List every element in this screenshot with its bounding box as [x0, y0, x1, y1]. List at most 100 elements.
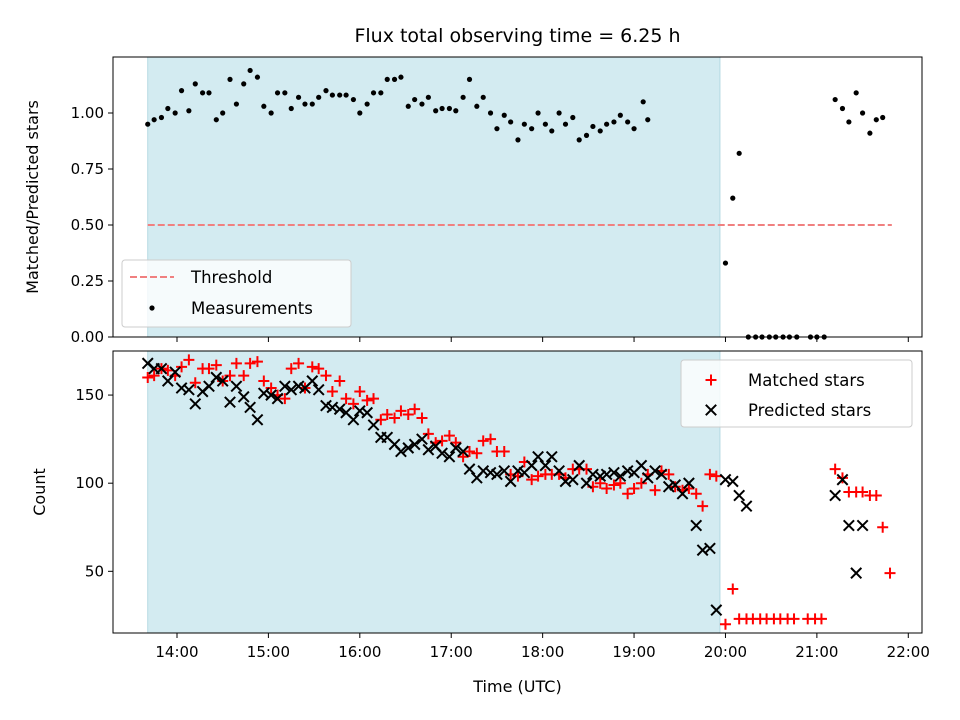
predicted-star-point [306, 375, 319, 387]
matched-star-point [697, 500, 709, 512]
predicted-star-point [553, 464, 566, 477]
matched-star-point [601, 482, 613, 494]
predicted-star-point [436, 447, 448, 460]
predicted-star-point [271, 392, 284, 405]
legend-predicted-label: Predicted stars [748, 401, 871, 420]
predicted-star-point [155, 362, 168, 375]
matched-star-point [450, 437, 462, 449]
counts-y-axis-label: Count [30, 468, 49, 516]
matched-star-point [354, 386, 366, 398]
matched-star-point [443, 430, 455, 442]
legend-plus-marker [705, 374, 717, 386]
predicted-star-point [367, 419, 380, 431]
measurement-point [529, 126, 535, 132]
measurement-point [556, 110, 562, 116]
legend-x-marker [705, 404, 717, 416]
matched-star-point [347, 398, 359, 410]
matched-star-point [704, 468, 716, 480]
matched-star-point [258, 375, 270, 387]
measurement-point [302, 101, 308, 107]
measurement-point [329, 92, 335, 98]
measurement-point [645, 117, 651, 123]
measurement-point [446, 105, 452, 112]
predicted-star-point [539, 459, 552, 472]
matched-star-point [532, 470, 544, 482]
measurement-point [178, 88, 185, 94]
predicted-star-point [710, 604, 723, 616]
predicted-star-point [829, 489, 842, 502]
measurement-point [227, 76, 233, 82]
measurement-point [288, 105, 294, 112]
measurement-point [268, 110, 274, 116]
measurement-point [233, 101, 240, 107]
predicted-star-point [416, 433, 428, 446]
matched-star-point [148, 370, 160, 382]
matched-star-point [477, 435, 489, 447]
predicted-star-point [210, 371, 223, 384]
legend-threshold-label: Threshold [190, 268, 272, 287]
measurement-point [199, 90, 206, 96]
measurement-point [730, 195, 736, 201]
matched-star-point [628, 482, 640, 494]
matched-star-point [635, 477, 647, 489]
matched-star-point [306, 361, 318, 373]
measurement-point [501, 112, 507, 118]
predicted-star-point [498, 464, 511, 477]
measurement-point [640, 99, 646, 105]
matched-star-point [285, 363, 297, 375]
measurement-point [151, 117, 157, 123]
matched-star-point [436, 435, 448, 447]
predicted-star-point [608, 466, 620, 479]
y-tick-label: 0.00 [71, 328, 104, 346]
measurement-point [343, 92, 349, 98]
y-tick-label: 0.25 [71, 272, 104, 290]
predicted-star-point [733, 489, 746, 502]
predicted-star-point [278, 380, 291, 393]
matched-star-point [409, 403, 421, 415]
measurement-point [364, 101, 370, 107]
matched-star-point [183, 354, 195, 366]
measurement-point [549, 128, 555, 134]
legend-measurements-label: Measurements [191, 299, 313, 318]
y-tick-label: 0.50 [71, 216, 104, 234]
measurement-point [145, 121, 151, 127]
measurement-point [487, 110, 494, 116]
matched-star-point [877, 521, 889, 533]
matched-star-point [361, 394, 373, 406]
matched-star-point [320, 370, 332, 382]
matched-star-point [189, 377, 201, 389]
matched-star-point [614, 477, 626, 489]
matched-star-point [251, 356, 263, 368]
matched-star-point [334, 375, 346, 387]
measurement-point [535, 110, 541, 116]
y-tick-label: 1.00 [71, 104, 104, 122]
measurement-point [192, 81, 198, 87]
predicted-star-point [285, 383, 298, 396]
matched-star-point [870, 490, 882, 502]
measurement-point [474, 103, 480, 109]
predicted-star-point [237, 390, 250, 403]
predicted-star-point [203, 380, 215, 393]
matched-star-point [663, 468, 675, 480]
measurement-point [370, 90, 377, 96]
y-tick-label: 0.75 [71, 160, 104, 178]
measurement-point [247, 67, 253, 74]
matched-star-point [381, 408, 393, 420]
predicted-star-point [614, 470, 627, 483]
matched-star-point [389, 412, 401, 424]
predicted-star-point [690, 519, 703, 532]
ratio-y-axis-label: Matched/Predicted stars [23, 100, 42, 294]
measurement-point [391, 76, 398, 82]
measurement-point [480, 94, 486, 100]
x-tick-label: 15:00 [247, 643, 290, 661]
predicted-star-point [402, 442, 415, 454]
measurement-point [597, 128, 603, 134]
counts-legend-box [680, 359, 913, 428]
matched-star-point [464, 445, 476, 457]
measurement-point [570, 114, 576, 121]
counts-panel: 50 100 150 14:00 15:00 16:00 17:00 18:00 19:00 2… [30, 351, 930, 696]
measurement-point [378, 90, 384, 96]
measurement-point [165, 105, 171, 112]
x-axis-label: Time (UTC) [472, 677, 561, 696]
predicted-star-point [312, 383, 325, 396]
